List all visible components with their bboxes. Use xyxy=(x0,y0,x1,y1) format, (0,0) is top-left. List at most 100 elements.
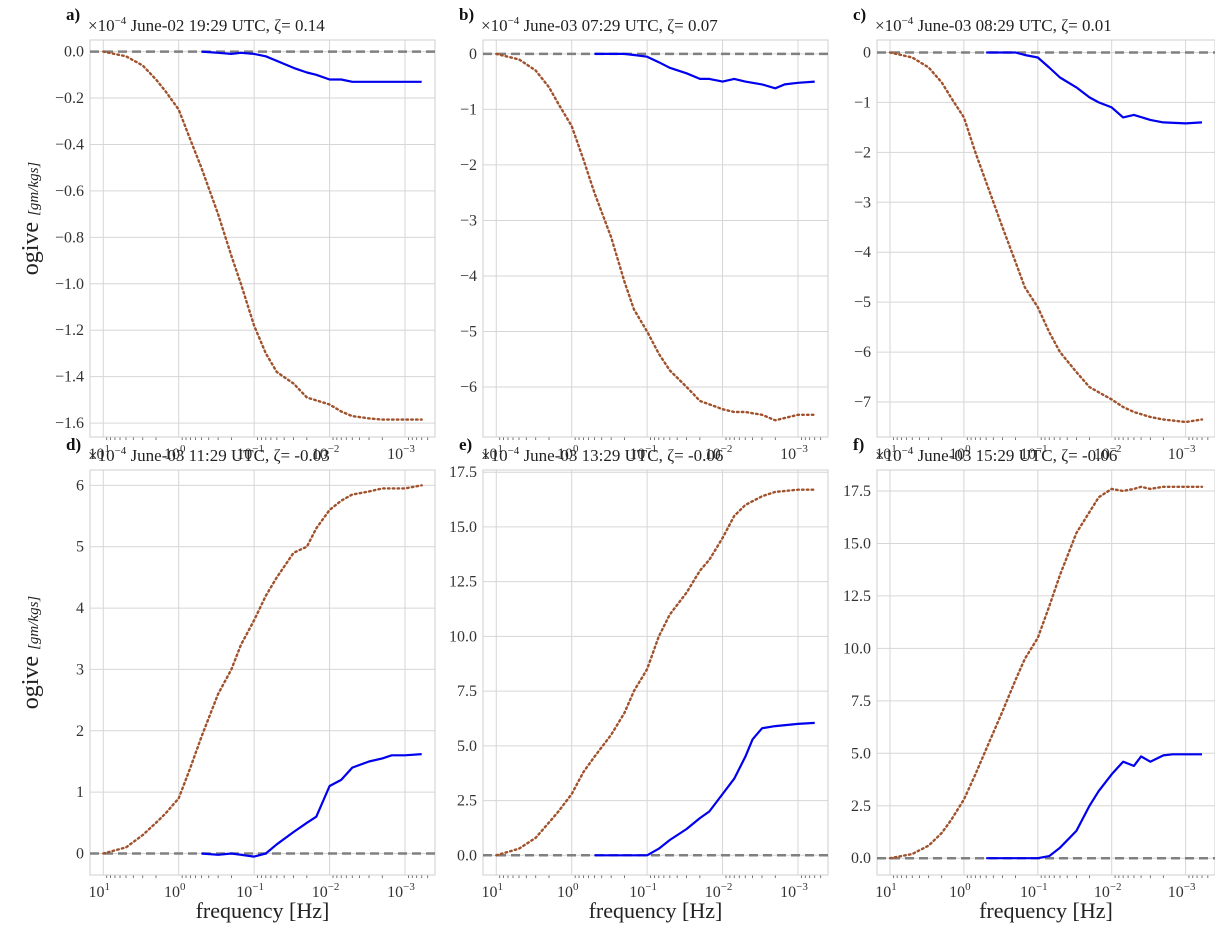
x-tick-label: 10−2 xyxy=(705,881,733,901)
dotted-series-line xyxy=(495,52,816,422)
y-tick-label: −4 xyxy=(460,268,477,285)
y-tick-label: −2 xyxy=(854,144,871,161)
panel-title: ×10−4 June-03 07:29 UTC, ​ζ= 0.07 xyxy=(481,15,718,35)
y-tick-label: 0.0 xyxy=(457,847,477,864)
panel-title: ×10−4 June-03 15:29 UTC, ​ζ= -0.06 xyxy=(875,445,1117,465)
y-tick-label: 3 xyxy=(76,661,84,678)
x-tick-label: 10−1 xyxy=(1020,881,1048,901)
y-tick-label: 5.0 xyxy=(851,745,871,762)
y-tick-label: 17.5 xyxy=(843,483,871,500)
x-tick-label: 10−2 xyxy=(312,443,340,463)
y-tick-label: 7.5 xyxy=(851,693,871,710)
y-tick-label: −1 xyxy=(460,101,477,118)
panel-label: f) xyxy=(853,435,864,454)
y-tick-label: −3 xyxy=(460,212,477,229)
y-tick-label: 5 xyxy=(76,539,84,556)
panel-b: 0 −1 −2 −3 −4 −5 −6 101 100 10−1 10−2 10−3 b) ×10−4 J… xyxy=(459,5,829,463)
panel-c: 0 −1 −2 −3 −4 −5 −6 −7 101 100 10−1 10−2 10−3 c) ×10−4… xyxy=(853,5,1215,463)
y-tick-label: 2 xyxy=(76,723,84,740)
panel-label: c) xyxy=(853,5,866,24)
dotted-series-line xyxy=(495,488,816,857)
y-tick-label: 7.5 xyxy=(457,683,477,700)
x-tick-label: 10−3 xyxy=(780,881,808,901)
y-tick-label: 15.0 xyxy=(843,535,871,552)
y-tick-label: 5.0 xyxy=(457,738,477,755)
y-tick-label: −6 xyxy=(460,379,477,396)
y-tick-label: 0 xyxy=(469,46,477,63)
x-tick-label: 101 xyxy=(482,881,504,901)
y-tick-label: 10.0 xyxy=(843,640,871,657)
x-tick-label: 100 xyxy=(557,443,579,463)
y-tick-label: −7 xyxy=(854,394,871,411)
y-tick-label: −1.6 xyxy=(55,415,84,432)
dotted-series-line xyxy=(888,485,1204,860)
panel-f: 0.0 2.5 5.0 7.5 10.0 12.5 15.0 17.5 101 100 10−1 10… xyxy=(843,435,1215,923)
x-tick-label: 10−3 xyxy=(1168,443,1196,463)
x-tick-label: 10−3 xyxy=(780,443,808,463)
x-tick-label: 100 xyxy=(164,443,186,463)
panel-label: d) xyxy=(66,435,81,454)
solid-series-line xyxy=(594,721,815,857)
panel-title: ×10−4 June-03 08:29 UTC, ​ζ= 0.01 xyxy=(875,15,1112,35)
panel-title: ×10−4 June-03 11:29 UTC, ​ζ= -0.03 xyxy=(88,445,330,465)
x-tick-label: 100 xyxy=(949,443,971,463)
y-tick-label: 17.5 xyxy=(449,464,477,481)
x-tick-label: 10−1 xyxy=(1020,443,1048,463)
y-tick-label: 2.5 xyxy=(851,798,871,815)
x-tick-label: 10−2 xyxy=(1094,881,1122,901)
x-tick-label: 10−1 xyxy=(629,881,657,901)
y-axis-label: ogive [gm/kgs] xyxy=(18,596,44,710)
x-axis-label: frequency [Hz] xyxy=(196,898,330,923)
panel-title: ×10−4 June-02 19:29 UTC, ​ζ= 0.14 xyxy=(88,15,325,35)
x-tick-label: 10−1 xyxy=(236,881,264,901)
x-axis-label: frequency [Hz] xyxy=(589,898,723,923)
y-tick-label: −5 xyxy=(854,294,871,311)
y-tick-label: −1 xyxy=(854,94,871,111)
panel-title: ×10−4 June-03 13:29 UTC, ​ζ= -0.06 xyxy=(481,445,723,465)
x-tick-label: 10−3 xyxy=(387,881,415,901)
dotted-series-line xyxy=(888,51,1204,424)
x-tick-label: 101 xyxy=(875,443,897,463)
panel-e: 0.0 2.5 5.0 7.5 10.0 12.5 15.0 17.5 101 100 10−1 10… xyxy=(449,435,829,923)
y-tick-label: −1.0 xyxy=(55,276,84,293)
y-tick-label: 15.0 xyxy=(449,519,477,536)
y-tick-label: −0.6 xyxy=(55,183,84,200)
panel-label: a) xyxy=(66,5,80,24)
x-axis-label: frequency [Hz] xyxy=(979,898,1113,923)
x-tick-label: 101 xyxy=(875,881,897,901)
x-tick-label: 101 xyxy=(89,881,111,901)
x-tick-label: 100 xyxy=(164,881,186,901)
y-tick-label: 2.5 xyxy=(457,793,477,810)
y-tick-label: 6 xyxy=(76,477,84,494)
y-tick-label: 0 xyxy=(76,846,84,863)
solid-series-line xyxy=(201,753,422,858)
plot-frame xyxy=(876,469,1215,876)
plot-frame xyxy=(89,39,436,438)
y-tick-label: 1 xyxy=(76,784,84,801)
plot-frame xyxy=(89,469,436,876)
x-tick-label: 101 xyxy=(89,443,111,463)
y-tick-label: −0.4 xyxy=(55,136,84,153)
y-tick-label: −1.2 xyxy=(55,322,84,339)
y-tick-label: −3 xyxy=(854,194,871,211)
plot-frame xyxy=(482,469,829,876)
x-tick-label: 10−2 xyxy=(312,881,340,901)
plot-frame xyxy=(876,39,1215,438)
x-tick-label: 100 xyxy=(557,881,579,901)
y-tick-label: 4 xyxy=(76,600,84,617)
y-axis-label: ogive [gm/kgs] xyxy=(18,162,44,276)
dotted-series-line xyxy=(102,484,423,855)
panel-a: 0.0 −0.2 −0.4 −0.6 −0.8 −1.0 −1.2 −1.4 −1.6 101 10… xyxy=(18,5,436,463)
panel-d: 0 1 2 3 4 5 6 101 100 10−1 10−2 10−3 d) ×10−4 June-03… xyxy=(18,435,436,923)
plot-frame xyxy=(482,39,829,438)
x-tick-label: 10−2 xyxy=(705,443,733,463)
y-tick-label: −4 xyxy=(854,244,871,261)
y-tick-label: −1.4 xyxy=(55,369,84,386)
y-tick-label: 12.5 xyxy=(449,574,477,591)
y-tick-label: −6 xyxy=(854,344,871,361)
solid-series-line xyxy=(201,50,422,83)
y-tick-label: −0.2 xyxy=(55,90,84,107)
y-tick-label: 0.0 xyxy=(851,850,871,867)
x-tick-label: 100 xyxy=(949,881,971,901)
